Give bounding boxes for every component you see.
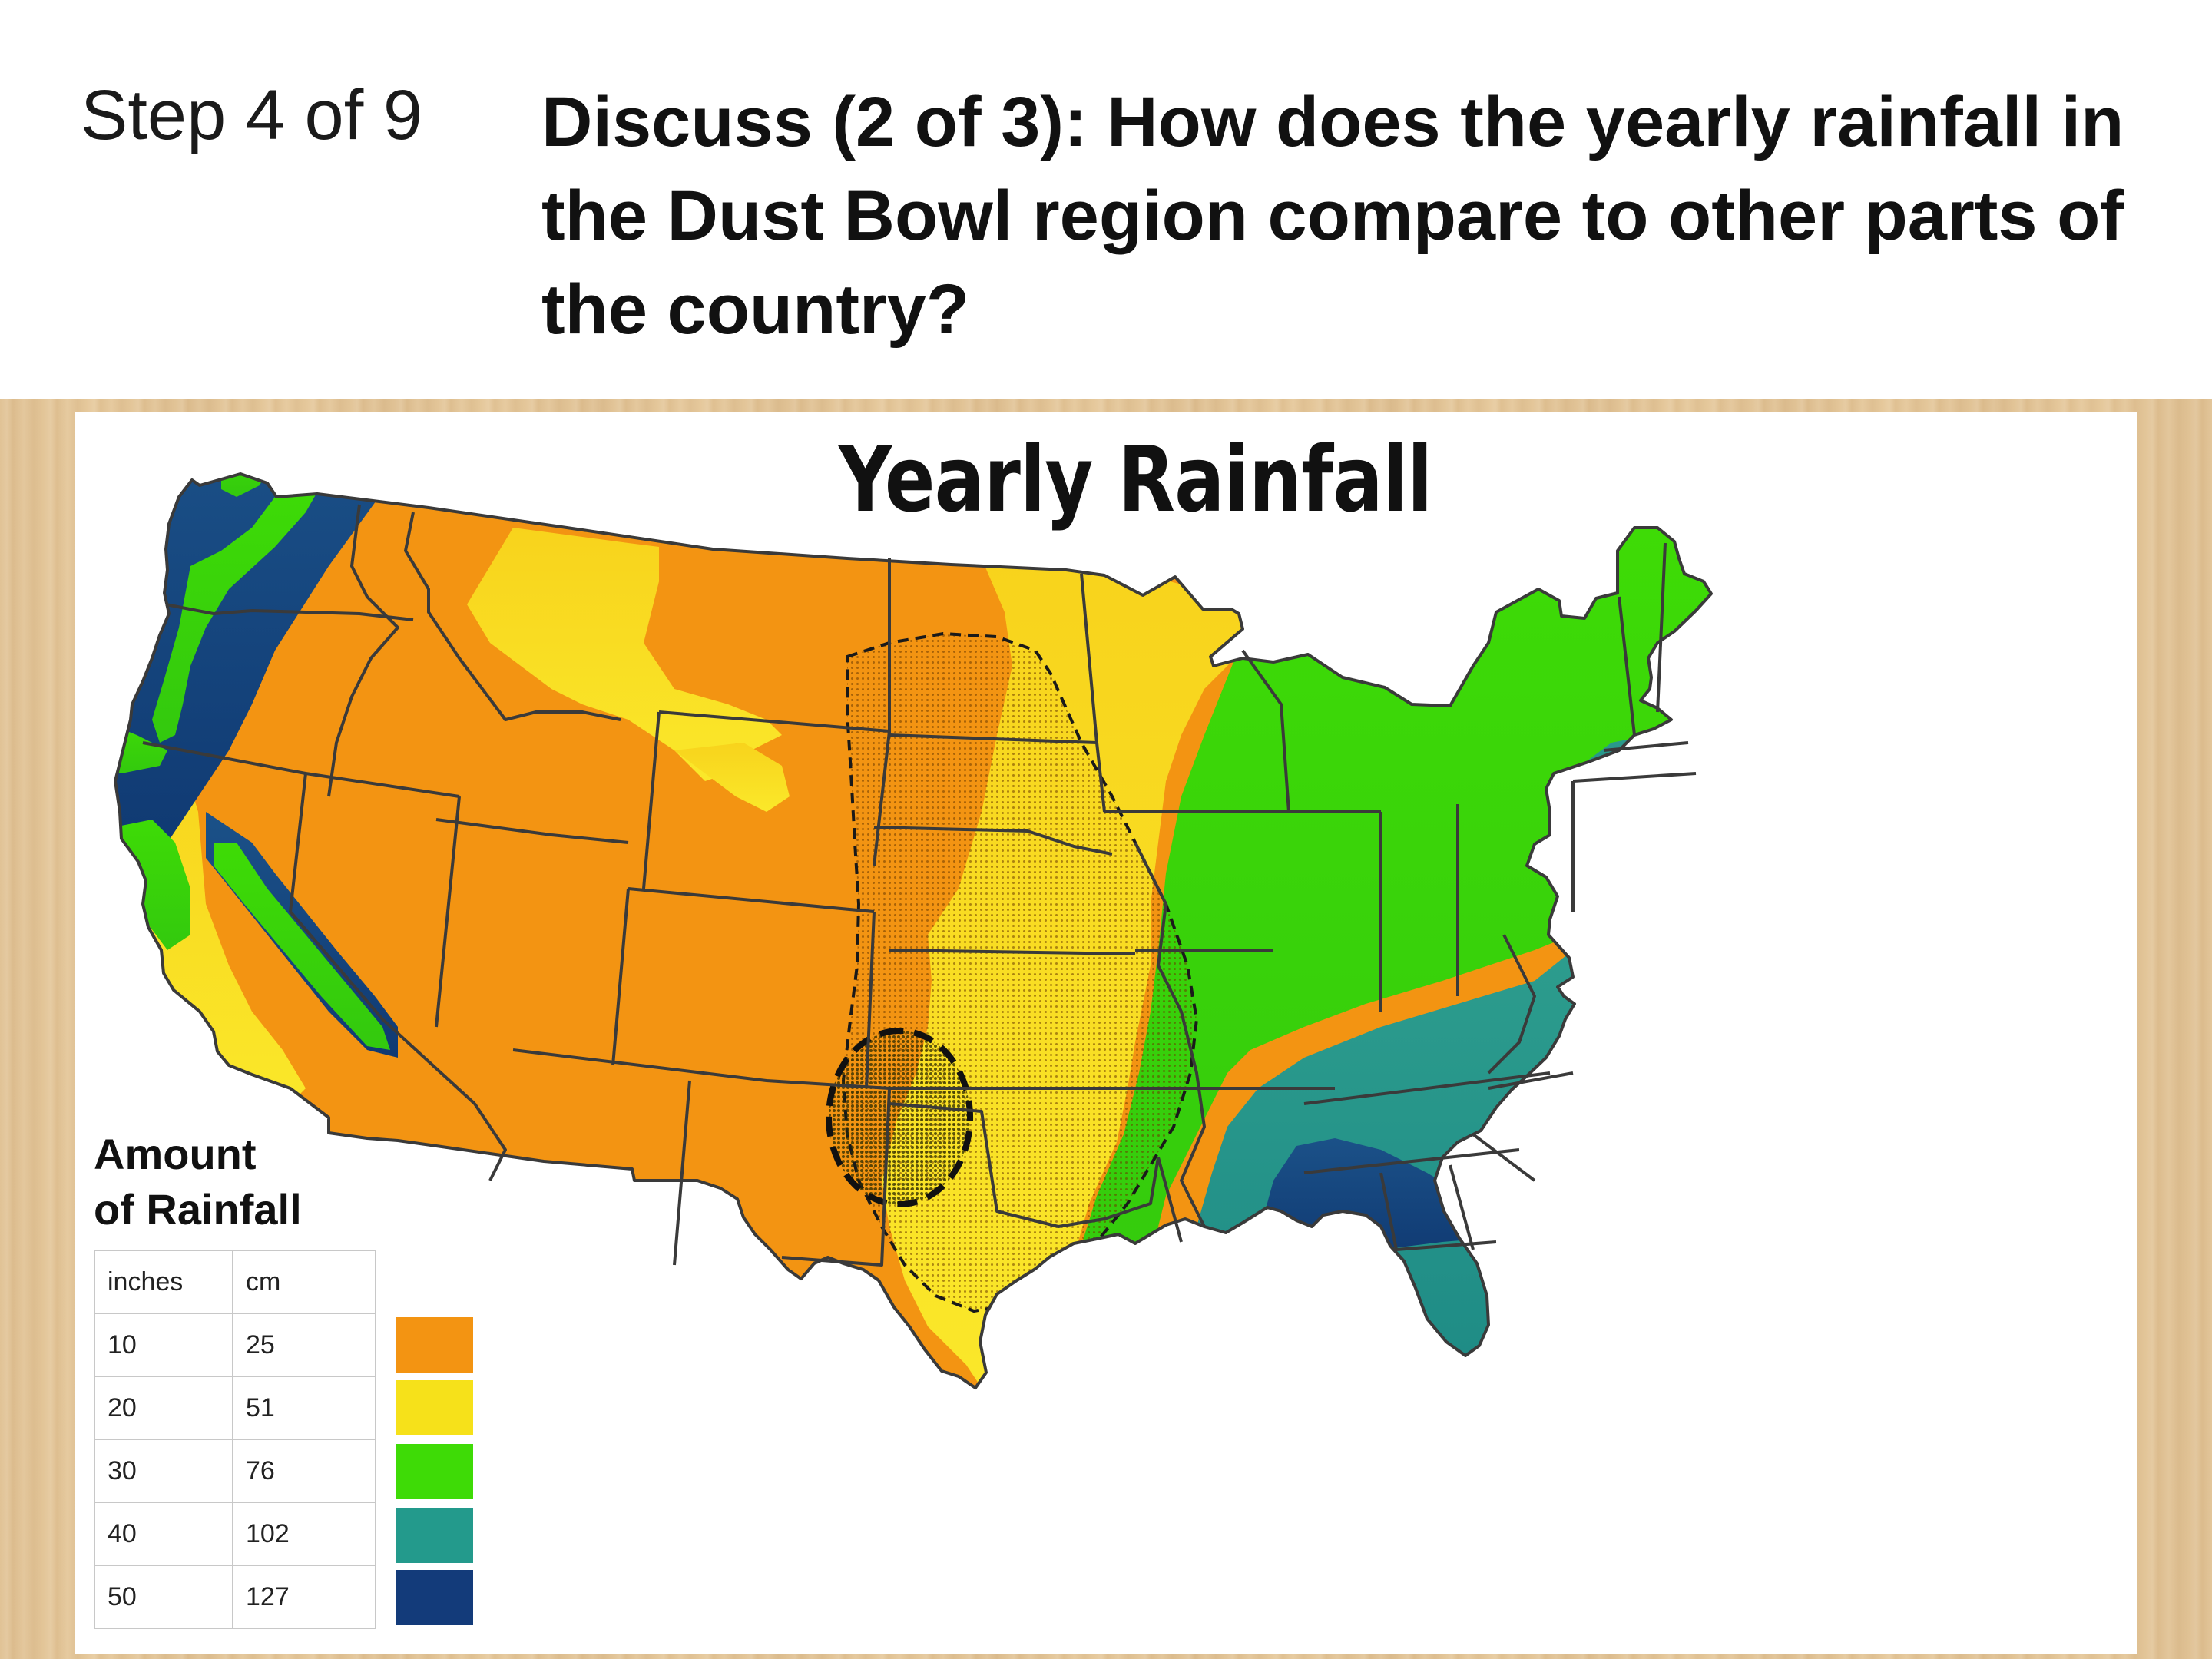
border-ar-la	[1157, 1157, 1183, 1243]
border-wv	[1487, 934, 1536, 1075]
legend-cm: 25	[232, 1313, 376, 1377]
legend-swatch-20	[396, 1380, 473, 1435]
zone-20-inches-wy-blob	[674, 743, 790, 812]
legend-row: 10 25	[94, 1313, 376, 1377]
border-al-ga	[1449, 1164, 1475, 1250]
border-ny-pa	[1572, 772, 1697, 783]
step-header: Step 4 of 9 Discuss (2 of 3): How does t…	[0, 0, 2212, 399]
map-title: Yearly Rainfall	[838, 426, 1432, 532]
border-ok-tx	[889, 1102, 1160, 1228]
legend-inches: 20	[94, 1376, 233, 1440]
legend-swatch-50	[396, 1570, 473, 1625]
border-id-nv-ut	[435, 818, 629, 844]
zone-30-inches-cascades	[221, 474, 271, 497]
border-co-nm	[512, 1048, 890, 1090]
border-ut-co	[611, 888, 630, 1066]
legend-row: 40 102	[94, 1502, 376, 1566]
border-nd-mn	[1080, 573, 1106, 813]
us-outline	[114, 472, 1713, 1389]
us-rainfall-map	[114, 472, 1713, 1389]
border-az-nm	[673, 1080, 691, 1266]
legend-cm: 127	[232, 1565, 376, 1629]
legend-inches: 30	[94, 1439, 233, 1503]
border-ma-ct	[1603, 741, 1689, 752]
legend-row: 20 51	[94, 1376, 376, 1440]
legend-swatch-10	[396, 1317, 473, 1373]
legend-cm: 76	[232, 1439, 376, 1503]
border-mt-id	[404, 512, 621, 721]
legend-row: 30 76	[94, 1439, 376, 1503]
zone-20-inches-north-rockies	[467, 528, 782, 781]
discussion-question: Discuss (2 of 3): How does the yearly ra…	[541, 83, 2124, 349]
legend-col-cm: cm	[232, 1250, 376, 1314]
border-ne-ks	[889, 949, 1136, 955]
legend-header-row: inches cm	[94, 1250, 376, 1314]
border-ga-sc	[1472, 1133, 1536, 1182]
border-wy-west	[642, 711, 661, 889]
legend-title-line2: of Rainfall	[94, 1185, 302, 1233]
rainfall-zones	[115, 474, 1711, 1388]
legend-inches: 50	[94, 1565, 233, 1629]
border-mt-wy	[658, 710, 890, 733]
border-ky-tn	[1303, 1071, 1551, 1105]
zone-30-inches-east	[1078, 528, 1711, 1365]
border-tn-south	[1303, 1148, 1520, 1174]
border-ca-nv	[289, 773, 476, 1105]
border-az-ca	[473, 1102, 507, 1181]
border-vt-nh	[1656, 542, 1667, 713]
zone-30-inches-pnw-inner	[152, 482, 321, 743]
border-id	[327, 504, 399, 797]
border-va-nc	[1488, 1071, 1574, 1090]
rainfall-map-card: Yearly Rainfall Amount of Rainfall inche…	[75, 412, 2137, 1654]
border-wa-or	[165, 603, 414, 621]
legend-swatch-40	[396, 1508, 473, 1563]
rainfall-legend-table: inches cm 10 25 20 51 30 76 40 102 50 12…	[94, 1250, 376, 1629]
legend-col-inches: inches	[94, 1250, 233, 1314]
step-indicator: Step 4 of 9	[81, 76, 422, 154]
zone-30-inches-sierra	[214, 843, 390, 1050]
border-sd-ne	[873, 826, 1113, 856]
border-mn-wi	[1241, 649, 1290, 813]
border-wy-east	[873, 730, 891, 866]
border-ms-river	[1134, 842, 1206, 1227]
legend-inches: 40	[94, 1502, 233, 1566]
legend-row: 50 127	[94, 1565, 376, 1629]
legend-inches: 10	[94, 1313, 233, 1377]
legend-title-line1: Amount	[94, 1130, 257, 1178]
legend-swatch-30	[396, 1444, 473, 1499]
state-borders	[114, 472, 1713, 1389]
legend-cm: 102	[232, 1502, 376, 1566]
legend-title: Amount of Rainfall	[94, 1127, 302, 1237]
border-wy-south	[628, 887, 875, 913]
border-ms-al	[1379, 1172, 1398, 1250]
border-fl	[1396, 1240, 1497, 1251]
border-nd-sd	[889, 733, 1098, 744]
dust-bowl-core	[826, 1028, 974, 1207]
border-co-ks	[865, 911, 876, 1089]
border-ne-states	[1618, 596, 1636, 736]
border-nm-tx	[781, 1088, 891, 1267]
border-nv-ut	[435, 796, 461, 1028]
legend-cm: 51	[232, 1376, 376, 1440]
